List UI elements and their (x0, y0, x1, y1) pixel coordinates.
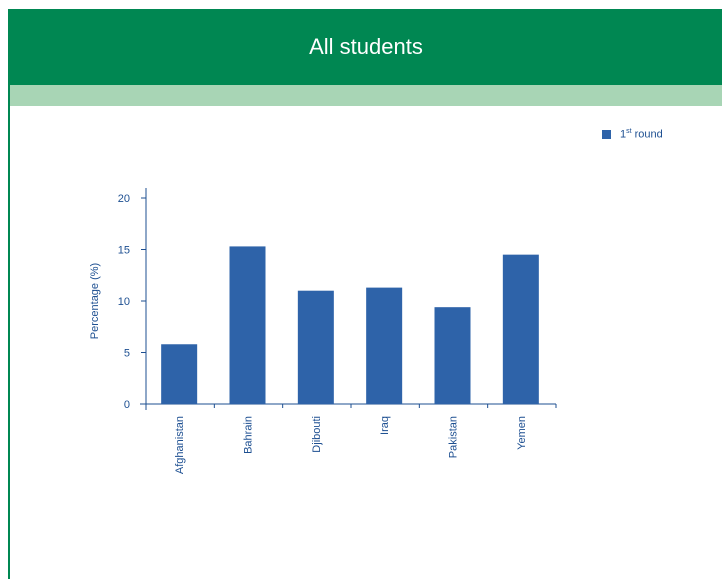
x-category-label: Djibouti (311, 416, 323, 453)
chart-title: All students (309, 34, 423, 59)
header-subbar (10, 85, 722, 106)
x-category-label: Yemen (516, 416, 528, 450)
bar-afghanistan (161, 344, 198, 404)
y-tick-label: 0 (124, 399, 130, 411)
chart-axes (140, 188, 557, 410)
y-axis-title: Percentage (%) (89, 263, 101, 339)
y-tick-label: 20 (118, 193, 130, 205)
y-tick-label: 10 (118, 296, 130, 308)
x-category-label: Bahrain (243, 416, 255, 454)
x-category-label: Afghanistan (174, 416, 186, 474)
bar-djibouti (297, 290, 334, 404)
y-tick-label: 5 (124, 348, 130, 360)
bar-bahrain (229, 246, 266, 404)
legend-label: 1st round (620, 128, 663, 141)
bar-yemen (502, 254, 539, 404)
bar-pakistan (434, 307, 471, 404)
legend-swatch (602, 129, 611, 139)
chart-card: All students (8, 9, 722, 579)
chart-labels: 0 5 10 15 20 Percentage (%) Afghanistan Bahrain… (89, 193, 528, 474)
legend: 1st round (602, 128, 663, 141)
header-bar: All students (10, 9, 722, 85)
x-category-label: Iraq (379, 416, 391, 435)
y-tick-label: 15 (118, 245, 130, 257)
bar-iraq (366, 287, 403, 404)
chart-bars (161, 246, 539, 404)
x-category-label: Pakistan (448, 416, 460, 458)
